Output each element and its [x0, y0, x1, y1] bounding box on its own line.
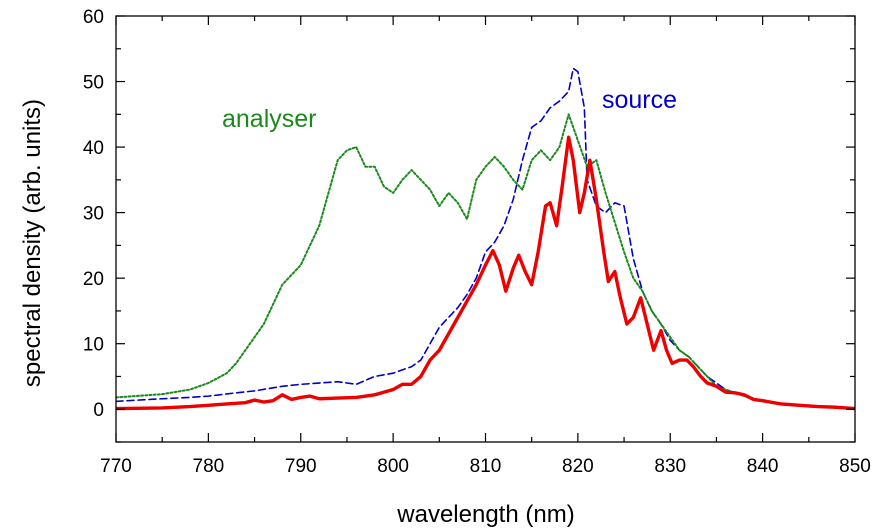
x-tick-label: 850 — [839, 456, 871, 477]
x-tick-label: 790 — [285, 456, 317, 477]
x-tick-label: 810 — [470, 456, 502, 477]
series-line-analyser — [116, 113, 855, 410]
y-tick-label: 10 — [83, 335, 104, 356]
x-tick-label: 830 — [654, 456, 686, 477]
x-tick-label: 800 — [377, 456, 409, 477]
plot-area — [116, 67, 855, 411]
plot-frame — [115, 15, 856, 443]
x-tick-label: 770 — [100, 456, 132, 477]
analyser-label: analyser — [222, 105, 317, 133]
y-tick-label: 20 — [83, 269, 104, 290]
x-tick-label: 820 — [562, 456, 594, 477]
y-tick-label: 40 — [83, 138, 104, 159]
x-tick-label: 840 — [747, 456, 779, 477]
y-tick-label: 60 — [83, 7, 104, 28]
y-tick-label: 0 — [93, 400, 104, 421]
y-tick-label: 30 — [83, 204, 104, 225]
axes: 770 780 790 800 810 820 830 840 850 0 10 20 30 40 50 60 — [83, 7, 871, 477]
y-tick-label: 50 — [83, 73, 104, 94]
y-axis-title: spectral density (arb. units) — [19, 99, 46, 387]
source-label: source — [602, 86, 677, 114]
x-axis-title: wavelength (nm) — [396, 501, 574, 528]
x-tick-label: 780 — [193, 456, 225, 477]
series-line-series-2 — [116, 135, 855, 411]
